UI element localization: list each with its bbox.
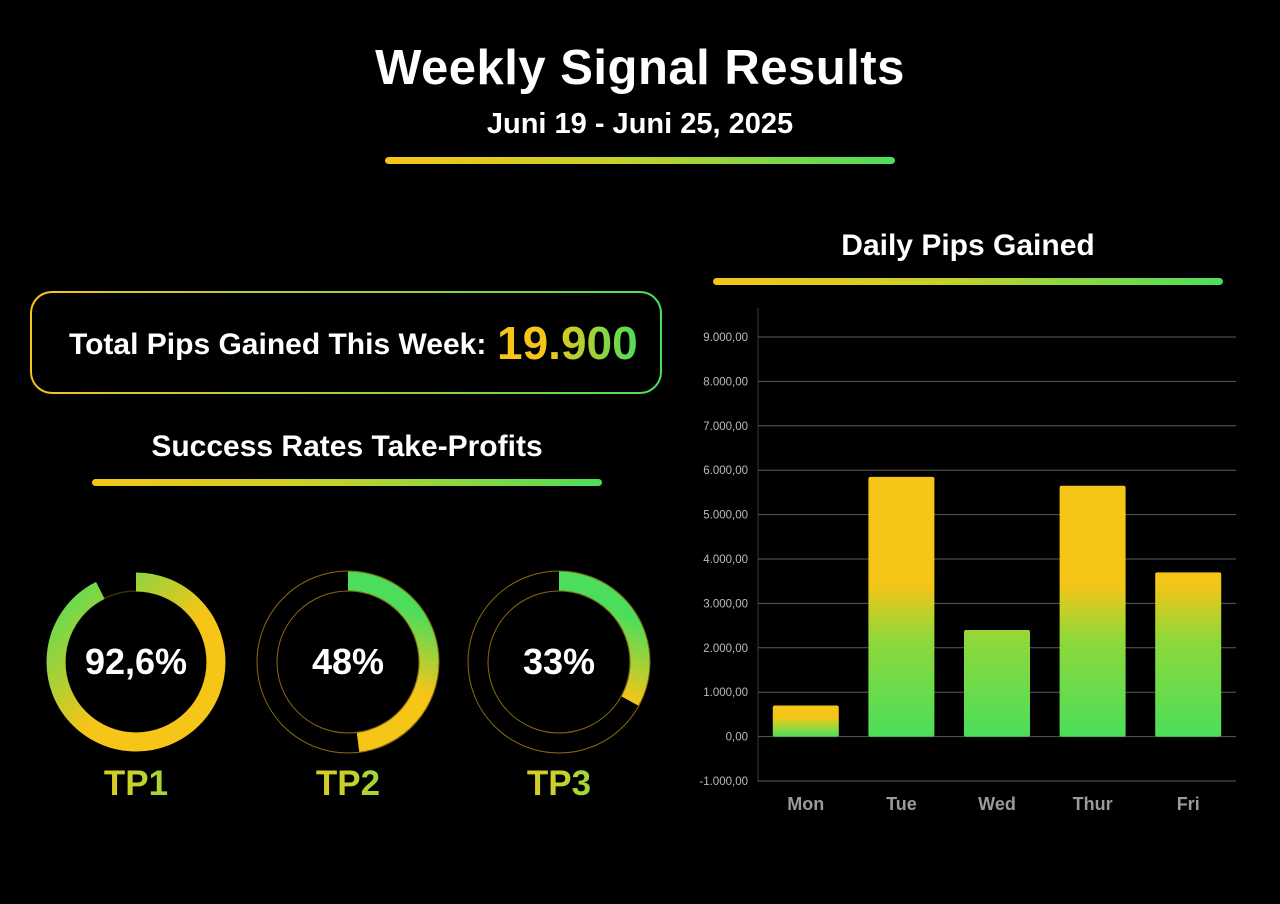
success-rates-divider xyxy=(92,479,602,486)
x-tick-label: Mon xyxy=(787,794,824,814)
bar-thur xyxy=(1059,485,1126,737)
daily-pips-chart: -1.000,00 0,00 1.000,00 2.000,00 3.000,00 4.0… xyxy=(699,308,1236,814)
total-pips-value: 19.900 xyxy=(497,317,638,369)
tp3-ring-svg xyxy=(467,570,651,754)
y-tick-label: 8.000,00 xyxy=(703,376,748,388)
x-tick-label: Tue xyxy=(886,794,917,814)
y-tick-label: 0,00 xyxy=(726,732,748,744)
y-tick-label: 6.000,00 xyxy=(703,465,748,477)
chart-title: Daily Pips Gained xyxy=(841,229,1095,262)
total-pips-card xyxy=(30,291,662,394)
tp2-ring-svg xyxy=(256,570,440,754)
tp1-ring-arc xyxy=(46,572,226,752)
tp2-ring: 48% xyxy=(256,570,440,754)
tp2-ring-inner-track xyxy=(276,590,420,734)
date-range: Juni 19 - Juni 25, 2025 xyxy=(486,108,794,140)
y-tick-label: 5.000,00 xyxy=(703,510,748,522)
y-tick-label: 4.000,00 xyxy=(703,554,748,566)
tp3-ring: 33% xyxy=(467,570,651,754)
chart-title-divider xyxy=(713,278,1223,285)
title-divider xyxy=(385,157,895,164)
x-tick-label: Wed xyxy=(978,794,1016,814)
x-tick-label: Thur xyxy=(1073,794,1113,814)
x-tick-label: Fri xyxy=(1177,794,1200,814)
y-tick-label: 1.000,00 xyxy=(703,687,748,699)
bar-mon xyxy=(772,705,839,737)
tp1-percent: 92,6% xyxy=(84,641,188,682)
success-rates-title: Success Rates Take-Profits xyxy=(151,430,543,463)
bar-fri xyxy=(1155,572,1222,737)
tp2-ring-arc xyxy=(257,571,439,753)
tp1-label: TP1 xyxy=(44,764,228,804)
y-tick-label: 3.000,00 xyxy=(703,598,748,610)
tp2-percent: 48% xyxy=(311,641,385,682)
tp2-label: TP2 xyxy=(256,764,440,804)
tp3-ring-arc xyxy=(468,571,650,753)
y-tick-label: 7.000,00 xyxy=(703,421,748,433)
y-tick-label: 2.000,00 xyxy=(703,643,748,655)
bar-wed xyxy=(964,630,1030,737)
tp3-percent: 33% xyxy=(522,641,596,682)
tp3-label: TP3 xyxy=(467,764,651,804)
y-tick-label: 9.000,00 xyxy=(703,332,748,344)
bar-tue xyxy=(868,476,935,737)
y-tick-label: -1.000,00 xyxy=(699,776,748,788)
tp1-ring-svg xyxy=(46,572,226,752)
total-pips-label: Total Pips Gained This Week: xyxy=(69,328,487,361)
tp3-ring-outer-track xyxy=(467,570,651,754)
tp2-ring-outer-track xyxy=(256,570,440,754)
tp1-ring: 92,6% xyxy=(44,570,228,754)
tp3-ring-inner-track xyxy=(487,590,631,734)
page-title: Weekly Signal Results xyxy=(375,41,905,95)
